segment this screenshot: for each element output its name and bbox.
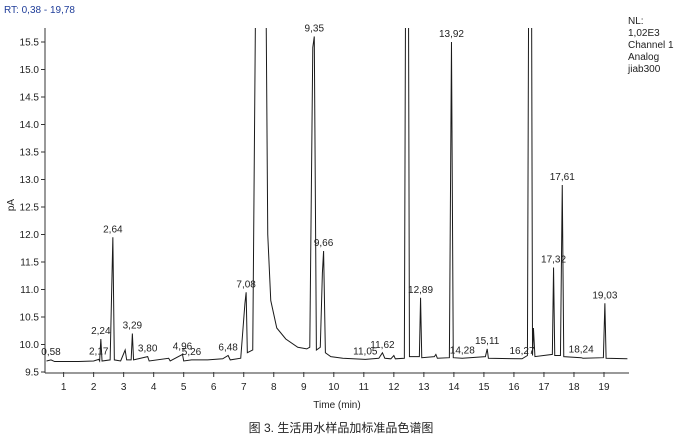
peak-label: 13,92 (439, 29, 464, 40)
peak-label: 3,29 (123, 321, 143, 332)
x-tick-label: 13 (418, 382, 430, 393)
x-tick-label: 19 (598, 382, 610, 393)
peak-label: 15,11 (475, 336, 500, 347)
x-tick-label: 9 (301, 382, 307, 393)
y-tick-label: 11.5 (20, 258, 39, 269)
info-line: 1,02E3 (628, 28, 660, 39)
peak-label: 11,62 (370, 340, 395, 351)
y-tick-label: 13.0 (20, 175, 40, 186)
x-tick-label: 8 (271, 382, 277, 393)
y-tick-label: 13.5 (20, 148, 40, 159)
peak-label: 4,96 (173, 341, 193, 352)
x-axis-label: Time (min) (313, 400, 360, 411)
peak-label: 6,48 (218, 343, 238, 354)
peak-label: 19,03 (592, 290, 617, 301)
trace (46, 28, 628, 363)
peak-label: 3,80 (138, 344, 158, 355)
info-line: Analog (628, 52, 659, 63)
peak-label: 17,32 (541, 255, 566, 266)
x-tick-label: 1 (61, 382, 67, 393)
x-tick-label: 17 (538, 382, 550, 393)
x-tick-label: 3 (121, 382, 127, 393)
y-tick-label: 12.0 (20, 230, 40, 241)
peak-label: 12,89 (408, 285, 433, 296)
y-tick-label: 11.0 (20, 285, 39, 296)
x-tick-label: 6 (211, 382, 217, 393)
y-tick-label: 12.5 (20, 203, 40, 214)
y-tick-label: 10.0 (20, 340, 40, 351)
x-tick-label: 15 (478, 382, 490, 393)
y-tick-label: 15.5 (20, 38, 40, 49)
y-tick-label: 9.5 (25, 368, 39, 379)
peak-label: 2,17 (89, 346, 109, 357)
info-line: Channel 1 (628, 40, 674, 51)
x-tick-label: 14 (448, 382, 460, 393)
x-tick-label: 16 (508, 382, 520, 393)
info-line: NL: (628, 16, 644, 27)
x-tick-label: 7 (241, 382, 247, 393)
x-tick-label: 12 (388, 382, 400, 393)
peak-label: 9,66 (314, 238, 334, 249)
peak-label: 11,05 (353, 346, 378, 357)
info-line: jiab300 (627, 64, 661, 75)
y-tick-label: 14.0 (20, 120, 40, 131)
y-axis-label: pA (6, 199, 17, 212)
y-tick-label: 14.5 (20, 93, 40, 104)
peak-label: 14,28 (450, 345, 475, 356)
x-tick-label: 10 (328, 382, 340, 393)
x-tick-label: 11 (359, 382, 370, 393)
peak-label: 0,58 (41, 347, 61, 358)
x-tick-label: 2 (91, 382, 97, 393)
range-label: RT: 0,38 - 19,78 (4, 5, 75, 16)
peak-label: 5,26 (182, 347, 202, 358)
y-tick-label: 10.5 (20, 313, 40, 324)
peak-label: 2,64 (103, 224, 123, 235)
peak-label: 2,24 (91, 326, 111, 337)
x-tick-label: 4 (151, 382, 157, 393)
peak-label: 18,24 (569, 345, 594, 356)
x-tick-label: 5 (181, 382, 187, 393)
peak-label: 7,08 (236, 279, 256, 290)
x-tick-label: 18 (568, 382, 580, 393)
peak-label: 17,61 (550, 172, 575, 183)
peak-label: 16,27 (510, 346, 535, 357)
caption: 图 3. 生活用水样品加标准品色谱图 (249, 420, 434, 435)
y-tick-label: 15.0 (20, 65, 40, 76)
peak-label: 9,35 (305, 24, 325, 35)
